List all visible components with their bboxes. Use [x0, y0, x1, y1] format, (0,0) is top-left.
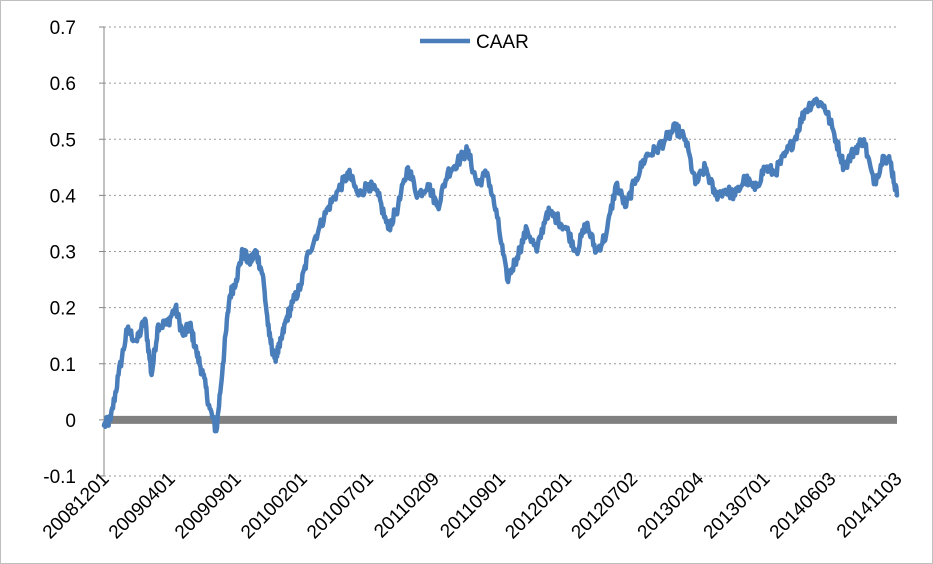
x-axis-ticks: 2008120120090401200909012010020120100701… [39, 468, 907, 543]
y-tick-label: 0.3 [50, 243, 76, 264]
x-tick-label: 20130204 [634, 468, 709, 543]
gridlines [104, 26, 897, 477]
x-tick-label: 20110901 [436, 469, 510, 543]
y-tick-label: -0.1 [43, 467, 76, 488]
x-tick-label: 20141103 [833, 469, 907, 543]
y-tick-label: 0.4 [50, 186, 77, 207]
y-axis-ticks: -0.1 0 0.1 0.2 0.3 0.4 0.5 0.6 0.7 [43, 18, 104, 488]
x-tick-label: 20090901 [171, 469, 246, 544]
y-tick-label: 0.7 [50, 18, 76, 39]
x-tick-label: 20110209 [370, 469, 444, 543]
x-tick-label: 20130701 [700, 469, 775, 544]
y-tick-label: 0.5 [50, 130, 76, 151]
x-tick-label: 20120201 [501, 469, 576, 544]
x-tick-label: 20100701 [303, 469, 378, 544]
legend-label-caar: CAAR [476, 32, 529, 53]
series-group [101, 96, 900, 434]
y-tick-label: 0.6 [50, 74, 76, 95]
x-tick-label: 20100201 [237, 469, 312, 544]
x-tick-label: 20120702 [568, 469, 643, 544]
legend: CAAR [420, 32, 529, 53]
y-tick-label: 0.1 [50, 355, 76, 376]
zero-band [104, 415, 897, 424]
x-tick-label: 20140603 [766, 469, 841, 544]
y-tick-label: 0 [65, 411, 76, 432]
series-line-caar [101, 96, 900, 434]
y-tick-label: 0.2 [50, 299, 76, 320]
x-tick-label: 20090401 [105, 469, 180, 544]
zero-baseline-band [104, 415, 897, 424]
